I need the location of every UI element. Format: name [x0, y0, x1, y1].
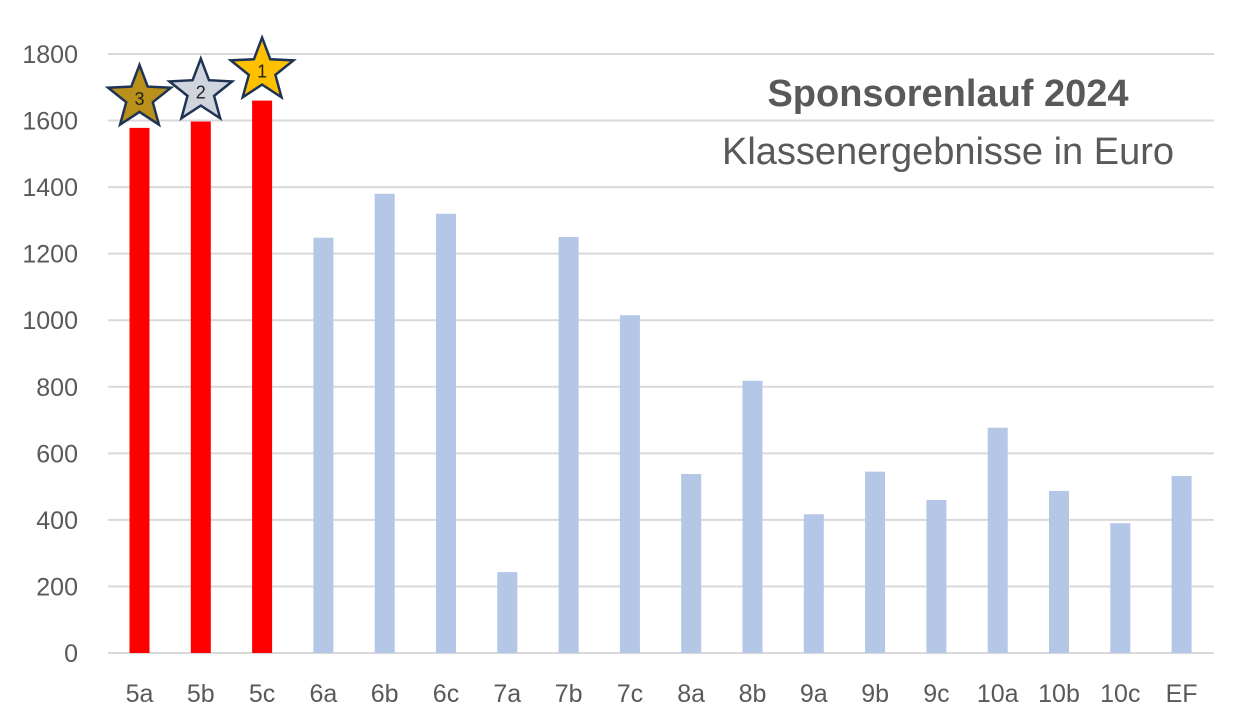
x-tick-label: 10b — [1038, 680, 1080, 708]
rank-number: 3 — [134, 89, 144, 109]
bar-5a — [129, 127, 150, 654]
x-tick-label: 7c — [617, 680, 643, 708]
bars — [129, 100, 1192, 654]
y-tick-label: 800 — [36, 374, 78, 402]
x-axis-ticks: 5a 5b 5c 6a 6b 6c 7a 7b 7c 8a 8b 9a 9b 9c 10a 10b 10c EF — [126, 680, 1198, 708]
star-icon — [227, 34, 297, 101]
bar-EF — [1171, 475, 1192, 653]
bar-10c — [1110, 523, 1131, 653]
y-tick-label: 1200 — [22, 241, 78, 269]
rank-stars: 1 2 3 — [104, 34, 297, 128]
x-tick-label: 6c — [433, 680, 459, 708]
rank-number: 2 — [196, 83, 206, 103]
rank-star-1: 1 — [227, 34, 297, 101]
y-tick-label: 1600 — [22, 108, 78, 136]
bar-7a — [497, 572, 518, 653]
bar-9a — [803, 514, 824, 653]
bar-8a — [681, 473, 702, 653]
bar-6b — [374, 193, 395, 653]
x-tick-label: 10a — [977, 680, 1019, 708]
x-tick-label: 5b — [187, 680, 215, 708]
x-tick-label: 8a — [677, 680, 705, 708]
x-tick-label: 7a — [493, 680, 521, 708]
bar-10b — [1049, 490, 1069, 653]
bar-6a — [313, 237, 334, 653]
star-icon — [166, 55, 236, 122]
chart-title: Sponsorenlauf 2024 — [767, 73, 1128, 115]
rank-star-3: 3 — [104, 61, 175, 128]
x-tick-label: 10c — [1100, 680, 1140, 708]
bar-9b — [865, 471, 886, 653]
y-tick-label: 1400 — [22, 174, 78, 202]
bar-8b — [742, 380, 763, 653]
x-tick-label: 6a — [309, 680, 337, 708]
bar-6c — [436, 213, 456, 653]
x-tick-label: 5a — [126, 680, 154, 708]
y-tick-label: 1000 — [22, 307, 78, 335]
x-tick-label: 9b — [861, 680, 889, 708]
chart-subtitle: Klassenergebnisse in Euro — [722, 131, 1174, 173]
y-tick-label: 600 — [36, 440, 78, 468]
y-tick-label: 400 — [36, 507, 78, 535]
x-tick-label: EF — [1166, 680, 1198, 708]
bar-10a — [987, 427, 1008, 653]
bar-7c — [619, 315, 640, 653]
y-tick-label: 200 — [36, 573, 78, 601]
rank-star-2: 2 — [166, 55, 236, 122]
y-axis-ticks: 0 200 400 600 800 1000 1200 1400 1600 1800 — [22, 41, 78, 668]
bar-7b — [558, 237, 579, 653]
rank-number: 1 — [257, 62, 267, 82]
star-icon — [104, 61, 175, 128]
gridlines — [108, 53, 1214, 654]
bar-9c — [926, 499, 947, 653]
bar-5c — [252, 100, 273, 654]
x-tick-label: 6b — [371, 680, 399, 708]
x-tick-label: 7b — [555, 680, 583, 708]
bar-5b — [190, 121, 211, 653]
x-tick-label: 9c — [923, 680, 949, 708]
y-tick-label: 1800 — [22, 41, 78, 69]
x-tick-label: 5c — [249, 680, 275, 708]
x-tick-label: 8b — [739, 680, 767, 708]
x-tick-label: 9a — [800, 680, 828, 708]
y-tick-label: 0 — [64, 640, 78, 668]
